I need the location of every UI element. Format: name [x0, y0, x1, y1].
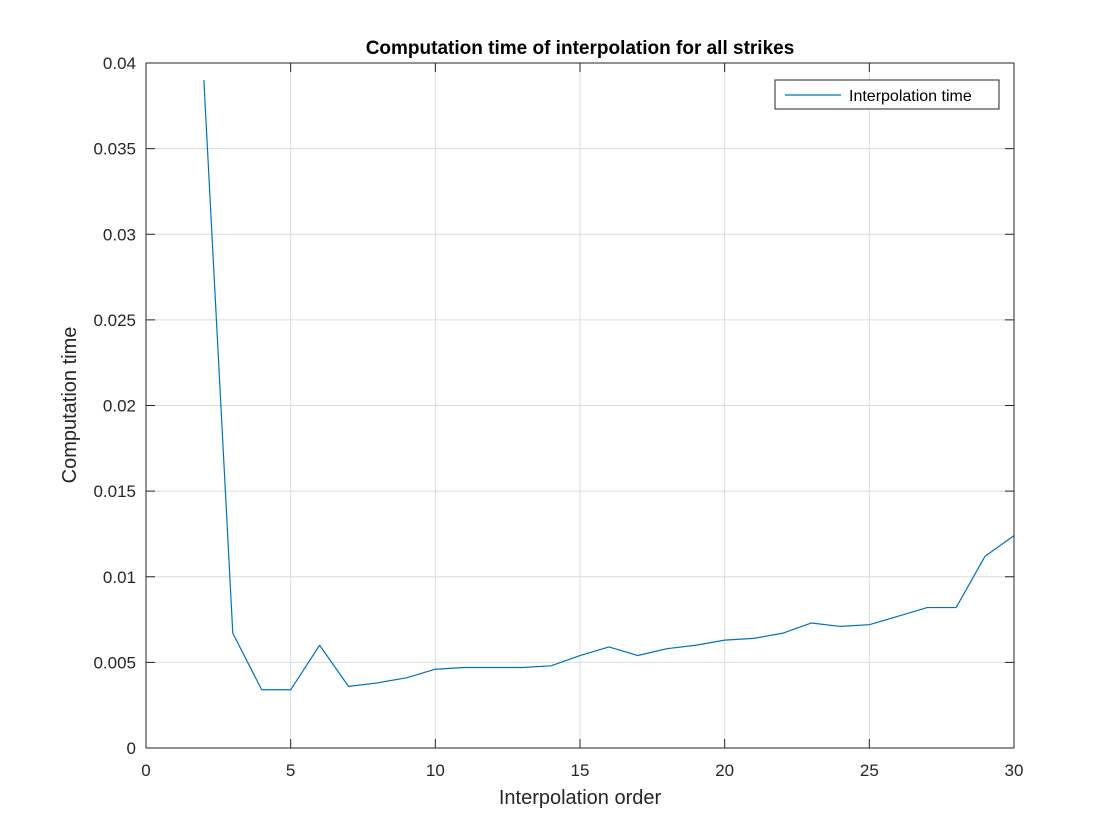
data-point — [897, 615, 900, 618]
y-tick-label: 0.04 — [103, 54, 136, 73]
legend-label: Interpolation time — [849, 88, 972, 105]
data-point — [723, 639, 726, 642]
y-tick-labels: 0 0.005 0.01 0.015 0.02 0.025 0.03 0.035 0.04 — [93, 54, 136, 758]
chart-title: Computation time of interpolation for al… — [366, 38, 795, 59]
data-point — [463, 666, 466, 669]
data-point — [260, 688, 263, 691]
ticks — [145, 62, 1015, 749]
x-tick-label: 0 — [141, 761, 150, 780]
series-layer — [202, 79, 1015, 691]
x-tick-labels: 0 5 10 15 20 25 30 — [141, 761, 1023, 780]
data-point — [405, 676, 408, 679]
y-tick-label: 0.005 — [93, 653, 136, 672]
y-tick-label: 0.025 — [93, 311, 136, 330]
data-point — [434, 668, 437, 671]
data-point — [347, 685, 350, 688]
data-point — [694, 644, 697, 647]
x-tick-label: 15 — [571, 761, 590, 780]
data-point — [839, 625, 842, 628]
data-point — [665, 647, 668, 650]
data-point — [318, 644, 321, 647]
x-tick-label: 30 — [1005, 761, 1024, 780]
data-point — [810, 621, 813, 624]
data-point — [636, 654, 639, 657]
data-point — [202, 79, 205, 82]
y-tick-label: 0.01 — [103, 568, 136, 587]
data-point — [752, 637, 755, 640]
y-tick-label: 0.03 — [103, 225, 136, 244]
data-point — [521, 666, 524, 669]
data-point — [984, 555, 987, 558]
y-tick-label: 0.02 — [103, 397, 136, 416]
data-point — [926, 606, 929, 609]
y-tick-label: 0.015 — [93, 482, 136, 501]
x-tick-label: 25 — [860, 761, 879, 780]
data-point — [289, 688, 292, 691]
x-axis-title: Interpolation order — [499, 787, 662, 809]
y-tick-label: 0 — [127, 739, 136, 758]
x-tick-label: 20 — [715, 761, 734, 780]
legend: Interpolation time — [774, 79, 1000, 110]
y-axis-title: Computation time — [59, 327, 81, 484]
x-tick-label: 10 — [426, 761, 445, 780]
y-tick-label: 0.035 — [93, 140, 136, 159]
data-point — [231, 632, 234, 635]
data-point — [492, 666, 495, 669]
data-point — [607, 645, 610, 648]
data-point — [781, 632, 784, 635]
x-tick-label: 5 — [286, 761, 295, 780]
data-point — [579, 654, 582, 657]
data-point — [868, 623, 871, 626]
series-line — [203, 80, 1015, 691]
data-point — [955, 606, 958, 609]
data-point — [550, 664, 553, 667]
data-point — [376, 681, 379, 684]
